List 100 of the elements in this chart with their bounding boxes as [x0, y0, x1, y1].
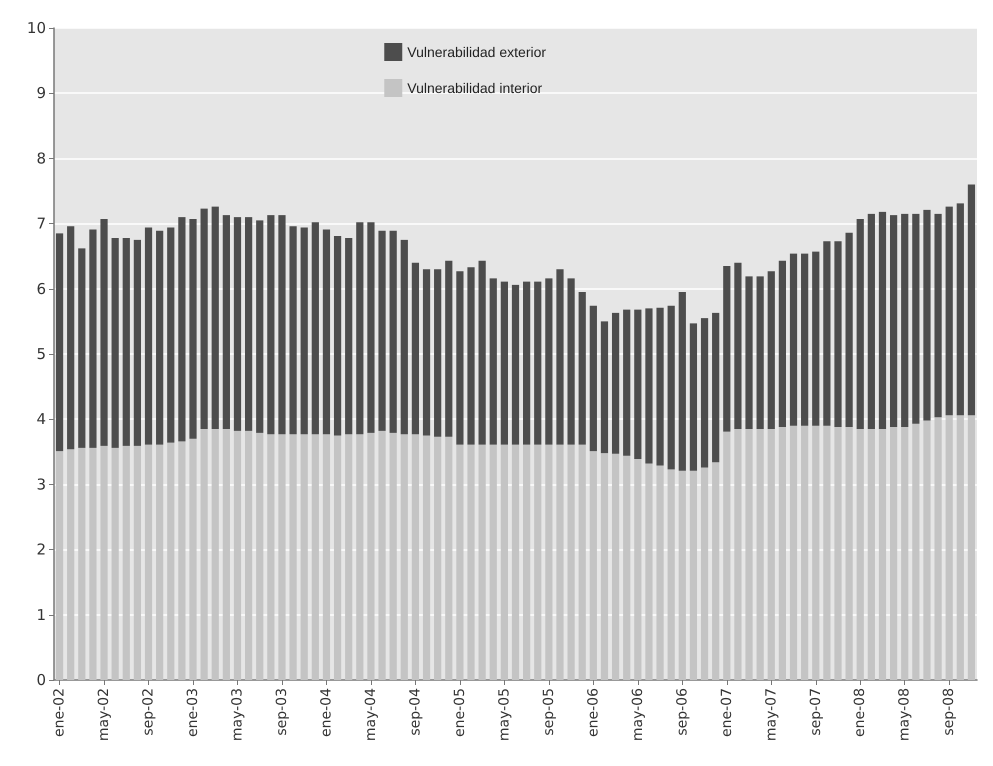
- bar: [745, 276, 753, 429]
- bar: [178, 217, 186, 442]
- bar: [668, 469, 675, 680]
- bar: [623, 456, 630, 680]
- bar: [934, 417, 942, 680]
- bar: [578, 444, 586, 680]
- bar: [801, 426, 808, 680]
- bar: [545, 278, 552, 445]
- bar: [856, 428, 864, 680]
- bar: [367, 432, 375, 680]
- x-tick-label: ene-04: [318, 688, 334, 737]
- bar: [67, 449, 74, 680]
- bar: [790, 254, 798, 426]
- x-tick-label: may-02: [96, 688, 112, 742]
- bar: [112, 238, 119, 448]
- bar: [734, 428, 742, 680]
- bar: [345, 238, 352, 434]
- bar: [278, 434, 286, 680]
- y-tick-label: 5: [36, 345, 46, 363]
- bar: [256, 220, 264, 433]
- bar: [322, 434, 330, 680]
- bar: [968, 184, 976, 416]
- bar: [768, 428, 775, 680]
- bar: [890, 215, 898, 428]
- bar: [567, 278, 575, 445]
- bar: [656, 308, 664, 466]
- x-tick-label: may-03: [229, 688, 246, 742]
- bar: [412, 262, 420, 434]
- x-tick-label: sep-06: [674, 688, 690, 736]
- bar: [946, 206, 953, 416]
- bar: [289, 226, 297, 434]
- y-tick-label: 0: [36, 671, 46, 689]
- bar: [946, 415, 953, 680]
- bar: [500, 282, 508, 445]
- x-tick-label: sep-04: [407, 688, 424, 736]
- bar: [612, 312, 620, 454]
- bar: [244, 217, 252, 431]
- bar: [122, 238, 130, 446]
- y-tick-label: 9: [36, 84, 46, 102]
- bar: [856, 219, 864, 429]
- bar: [600, 321, 608, 454]
- x-tick-label: ene-02: [52, 688, 68, 737]
- bar: [212, 428, 219, 680]
- x-tick-label: ene-05: [452, 688, 468, 737]
- bar: [712, 312, 720, 462]
- bar: [134, 446, 142, 680]
- x-tick-label: may-07: [763, 688, 780, 742]
- bar: [534, 444, 542, 680]
- bar: [67, 226, 74, 450]
- bar: [923, 210, 931, 421]
- bar: [690, 323, 698, 471]
- bar: [923, 420, 931, 680]
- bar: [300, 434, 308, 680]
- bar: [345, 434, 352, 680]
- bar: [490, 444, 497, 680]
- legend-label: Vulnerabilidad interior: [407, 80, 542, 96]
- x-tick-label: ene-08: [852, 688, 868, 737]
- y-tick-label: 1: [36, 606, 46, 624]
- bar: [189, 219, 197, 439]
- bar: [256, 432, 264, 680]
- bar: [645, 464, 653, 680]
- bar: [400, 434, 408, 680]
- bar: [100, 446, 108, 680]
- bar: [434, 436, 442, 680]
- bar: [801, 254, 808, 426]
- bar: [467, 444, 475, 680]
- bar: [356, 434, 364, 680]
- bar: [834, 427, 842, 680]
- bar: [700, 467, 708, 680]
- bar: [512, 284, 520, 445]
- bar: [467, 267, 475, 445]
- bar: [178, 441, 186, 680]
- bar: [200, 208, 208, 429]
- bar: [901, 427, 908, 680]
- x-tick-label: sep-05: [540, 688, 557, 736]
- bar: [312, 222, 319, 434]
- bar: [600, 453, 608, 680]
- bar: [645, 308, 653, 464]
- y-tick-label: 8: [36, 149, 46, 168]
- bar: [56, 451, 64, 680]
- bar: [612, 454, 620, 680]
- bar: [278, 215, 286, 434]
- y-tick-label: 4: [36, 410, 46, 428]
- bar: [734, 262, 742, 429]
- bar: [100, 219, 108, 446]
- bar: [846, 232, 853, 428]
- bar: [700, 318, 708, 468]
- bar: [634, 458, 642, 680]
- bar: [167, 442, 174, 680]
- bar: [756, 276, 764, 429]
- bar: [778, 427, 786, 680]
- legend-label: Vulnerabilidad exterior: [407, 44, 546, 60]
- bar: [445, 436, 452, 680]
- bar: [212, 206, 219, 429]
- bar: [623, 310, 630, 456]
- bar: [878, 428, 886, 680]
- x-tick-label: ene-03: [185, 688, 202, 737]
- bar: [778, 260, 786, 428]
- bar: [478, 444, 486, 680]
- bar: [156, 444, 164, 680]
